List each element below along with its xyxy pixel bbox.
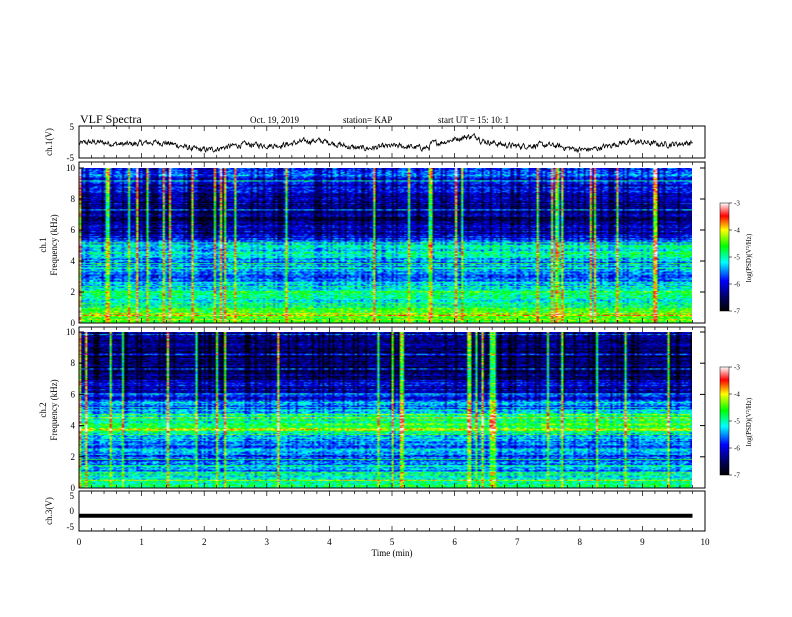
ch3-ytick-mid: 0 [70, 506, 75, 516]
ch2-colorbar-tick-label: -7 [734, 472, 740, 480]
ch1-spec-ytick-label: 4 [71, 256, 76, 266]
ch1-waveform-line [78, 132, 693, 154]
ch2-colorbar-label: log(PSD)(V²/Hz) [745, 397, 753, 446]
ch2-colorbar-tick-label: -4 [734, 391, 740, 399]
ch1-ylabel: ch.1(V) [44, 128, 54, 156]
ch1-spec-ytick-label: 8 [71, 194, 76, 204]
ch3-ytick-top: 5 [70, 491, 75, 501]
x-tick-label: 1 [139, 537, 144, 547]
ch2-spec-ytick-label: 10 [66, 327, 76, 337]
ch3-waveform-panel: 5 0 -5 ch.3(V) [44, 490, 706, 532]
ch1-colorbar-tick-label: -7 [734, 308, 740, 316]
ch2-spec-ylabel-channel: ch.2 [38, 402, 48, 417]
x-tick-label: 10 [701, 537, 711, 547]
ch1-colorbar-tick-label: -4 [734, 227, 740, 235]
ch2-spec-ytick-label: 6 [71, 389, 76, 399]
x-axis-ticks [78, 126, 706, 531]
station-label: station= KAP [343, 115, 392, 125]
ch1-spectrogram-image [79, 168, 692, 323]
ch2-spec-ytick-label: 2 [71, 452, 76, 462]
ch1-waveform-panel: 5 -5 ch.1(V) [44, 122, 706, 163]
ch1-colorbar-label: log(PSD)(V²/Hz) [745, 233, 753, 282]
ch1-ytick-bottom: -5 [67, 153, 75, 163]
x-tick-label: 9 [640, 537, 645, 547]
x-tick-label: 4 [327, 537, 332, 547]
ch1-colorbar-tick-label: -6 [734, 281, 740, 289]
ch1-spectrogram-panel: 0 2 4 6 8 10 ch.1 Frequency (kHz) [38, 161, 706, 328]
ch2-colorbar-tick-label: -3 [734, 364, 740, 372]
ch2-spectrogram-image [79, 332, 692, 488]
start-time-label: start UT = 15: 10: 1 [438, 115, 509, 125]
x-axis-tick-labels: 0 1 2 3 4 5 6 7 8 9 10 [77, 537, 710, 547]
x-tick-label: 6 [452, 537, 457, 547]
ch2-spectrogram-panel: 0 2 4 6 8 10 ch.2 Frequency (kHz) [38, 326, 706, 493]
x-tick-label: 0 [77, 537, 82, 547]
ch3-ylabel: ch.3(V) [44, 497, 54, 525]
ch1-spec-ytick-label: 10 [66, 163, 76, 173]
ch1-colorbar-tick-label: -5 [734, 254, 740, 262]
ch2-spec-ytick-label: 4 [71, 421, 76, 431]
ch1-spec-ylabel-freq: Frequency (kHz) [49, 214, 59, 275]
x-tick-label: 3 [265, 537, 270, 547]
ch2-spec-ytick-label: 0 [71, 483, 76, 493]
ch1-colorbar-tick-label: -3 [734, 200, 740, 208]
ch3-ytick-bottom: -5 [67, 522, 75, 532]
ch1-spec-ylabel-channel: ch.1 [38, 237, 48, 252]
figure-title: VLF Spectra [80, 112, 142, 126]
ch2-colorbar-tick-label: -5 [734, 418, 740, 426]
x-tick-label: 7 [515, 537, 520, 547]
ch1-spec-ytick-label: 0 [71, 318, 76, 328]
ch1-spec-ytick-label: 2 [71, 287, 76, 297]
ch1-ytick-top: 5 [70, 122, 75, 132]
ch2-colorbar-tick-label: -6 [734, 445, 740, 453]
x-tick-label: 5 [390, 537, 395, 547]
ch2-colorbar: -3 -4 -5 -6 -7 log(PSD)(V²/Hz) [719, 364, 753, 480]
date-label: Oct. 19, 2019 [250, 115, 299, 125]
x-axis-label: Time (min) [372, 548, 413, 558]
ch1-spec-ytick-label: 6 [71, 225, 76, 235]
x-tick-label: 2 [202, 537, 207, 547]
ch2-spec-ytick-label: 8 [71, 358, 76, 368]
x-tick-label: 8 [578, 537, 583, 547]
ch1-colorbar: -3 -4 -5 -6 -7 log(PSD)(V²/Hz) [719, 200, 753, 316]
ch2-spec-ylabel-freq: Frequency (kHz) [49, 379, 59, 440]
